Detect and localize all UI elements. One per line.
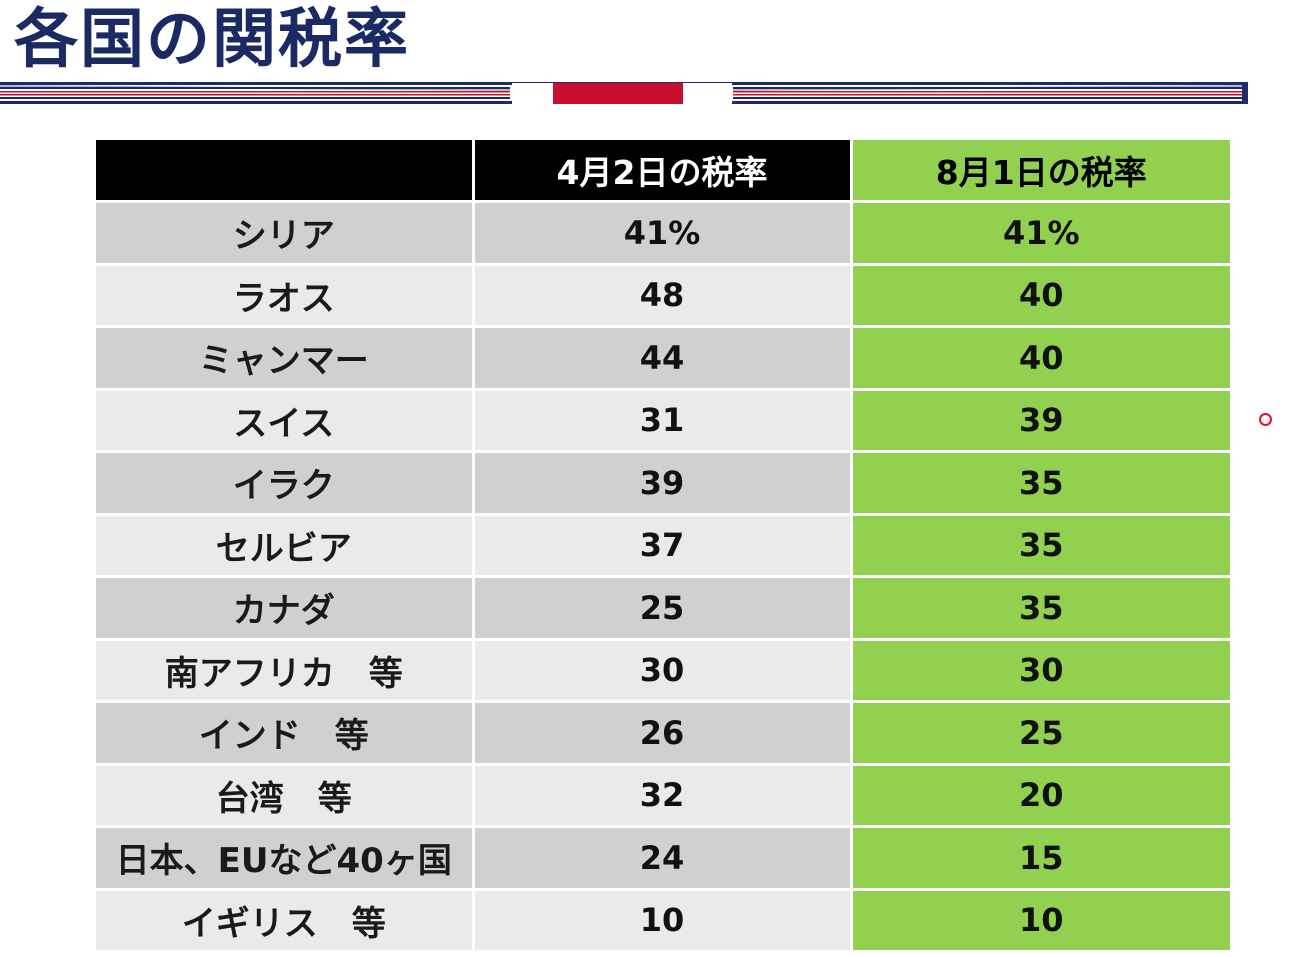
table-row: シリア 41% 41%	[96, 201, 1230, 266]
april-rate-cell: 32	[473, 764, 853, 828]
country-cell: ラオス	[96, 264, 475, 328]
april-rate-cell: 39	[473, 451, 853, 516]
august-rate-cell: 35	[851, 451, 1230, 516]
april-rate-cell: 30	[473, 639, 853, 703]
april-rate-cell: 24	[473, 826, 853, 891]
country-cell: イラク	[96, 451, 475, 516]
country-cell: インド 等	[96, 701, 475, 766]
august-rate-cell: 35	[851, 514, 1230, 578]
country-cell: シリア	[96, 201, 475, 266]
country-cell: セルビア	[96, 514, 475, 578]
country-cell: スイス	[96, 389, 475, 453]
august-rate-cell: 41%	[851, 201, 1230, 266]
table-row: 台湾 等 32 20	[96, 764, 1230, 828]
table-row: ミャンマー 44 40	[96, 326, 1230, 391]
august-rate-cell: 40	[851, 264, 1230, 328]
country-cell: 南アフリカ 等	[96, 639, 475, 703]
august-rate-cell: 39	[851, 389, 1230, 453]
april-rate-cell: 25	[473, 576, 853, 641]
table-header-row: 4月2日の税率 8月1日の税率	[96, 140, 1230, 203]
august-rate-cell: 35	[851, 576, 1230, 641]
country-cell: カナダ	[96, 576, 475, 641]
header-august-1-rate: 8月1日の税率	[851, 140, 1230, 203]
header-april-2-rate: 4月2日の税率	[473, 140, 853, 203]
august-rate-cell: 10	[851, 889, 1230, 953]
april-rate-cell: 31	[473, 389, 853, 453]
country-cell: イギリス 等	[96, 889, 475, 953]
april-rate-cell: 37	[473, 514, 853, 578]
tariff-comparison-table: 4月2日の税率 8月1日の税率 シリア 41% 41% ラオス 48 40 ミャ…	[96, 140, 1230, 953]
table-row: インド 等 26 25	[96, 701, 1230, 766]
table-row: セルビア 37 35	[96, 514, 1230, 578]
table-row: 日本、EUなど40ヶ国 24 15	[96, 826, 1230, 891]
union-flag-band-graphic	[0, 80, 1248, 106]
august-rate-cell: 15	[851, 826, 1230, 891]
april-rate-cell: 26	[473, 701, 853, 766]
country-cell: ミャンマー	[96, 326, 475, 391]
august-rate-cell: 25	[851, 701, 1230, 766]
august-rate-cell: 20	[851, 764, 1230, 828]
april-rate-cell: 10	[473, 889, 853, 953]
table-row: カナダ 25 35	[96, 576, 1230, 641]
table-row: 南アフリカ 等 30 30	[96, 639, 1230, 703]
april-rate-cell: 41%	[473, 201, 853, 266]
august-rate-cell: 30	[851, 639, 1230, 703]
page-title: 各国の関税率	[14, 3, 410, 77]
august-rate-cell: 40	[851, 326, 1230, 391]
table-row: イラク 39 35	[96, 451, 1230, 516]
table-row: ラオス 48 40	[96, 264, 1230, 328]
country-cell: 台湾 等	[96, 764, 475, 828]
title-underline-band	[0, 80, 1248, 106]
april-rate-cell: 44	[473, 326, 853, 391]
header-country	[96, 140, 475, 203]
cursor-dot-icon	[1259, 413, 1272, 426]
april-rate-cell: 48	[473, 264, 853, 328]
table-row: イギリス 等 10 10	[96, 889, 1230, 953]
country-cell: 日本、EUなど40ヶ国	[96, 826, 475, 891]
table-row: スイス 31 39	[96, 389, 1230, 453]
